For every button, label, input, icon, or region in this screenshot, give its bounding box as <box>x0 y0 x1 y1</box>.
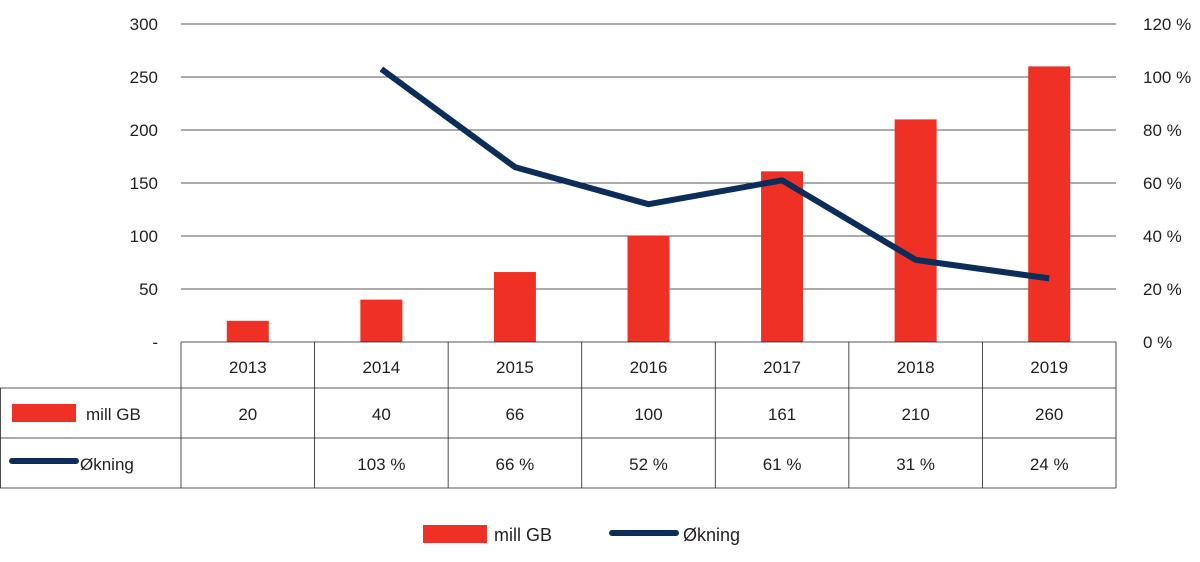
legend-label-okning: Økning <box>683 525 740 545</box>
table-cell-okning: 31 % <box>896 455 935 474</box>
table-cell-mill-gb: 161 <box>768 405 796 424</box>
right-tick-label: 80 % <box>1143 121 1182 140</box>
table-row-label: Økning <box>80 455 134 474</box>
left-tick-label: - <box>152 333 158 352</box>
table-cell-okning: 24 % <box>1030 455 1069 474</box>
table-cell-okning: 103 % <box>357 455 405 474</box>
right-tick-label: 40 % <box>1143 227 1182 246</box>
table-cell-okning: 61 % <box>763 455 802 474</box>
x-tick-label: 2016 <box>630 358 668 377</box>
left-tick-label: 150 <box>130 174 158 193</box>
table-cell-mill-gb: 260 <box>1035 405 1063 424</box>
x-tick-label: 2015 <box>496 358 534 377</box>
legend-key-mill-gb <box>423 525 487 543</box>
table-row-label: mill GB <box>86 405 141 424</box>
table-cell-mill-gb: 20 <box>238 405 257 424</box>
left-tick-label: 200 <box>130 121 158 140</box>
bar-2018 <box>894 119 937 343</box>
bar-2015 <box>493 272 536 342</box>
table-cell-okning: 66 % <box>496 455 535 474</box>
legend-label-mill-gb: mill GB <box>494 525 552 545</box>
bar-2014 <box>360 299 403 342</box>
left-tick-label: 300 <box>130 15 158 34</box>
bar-2013 <box>226 320 269 342</box>
bar-2016 <box>627 236 670 342</box>
table-cell-mill-gb: 210 <box>901 405 929 424</box>
left-axis: - 50 100 150 200 250 300 <box>130 15 158 352</box>
x-tick-label: 2014 <box>362 358 400 377</box>
bar-2017 <box>761 171 804 342</box>
right-tick-label: 20 % <box>1143 280 1182 299</box>
data-table: 2013 2014 2015 2016 2017 2018 2019 mill GB 20 40 6… <box>0 341 1117 489</box>
x-tick-label: 2013 <box>229 358 267 377</box>
gridlines <box>181 23 1116 290</box>
x-tick-label: 2017 <box>763 358 801 377</box>
table-cell-mill-gb: 100 <box>634 405 662 424</box>
left-tick-label: 250 <box>130 68 158 87</box>
right-tick-label: 120 % <box>1143 15 1191 34</box>
x-tick-label: 2019 <box>1030 358 1068 377</box>
table-cell-mill-gb: 40 <box>372 405 391 424</box>
left-tick-label: 100 <box>130 227 158 246</box>
bar-2019 <box>1028 66 1071 343</box>
right-tick-label: 60 % <box>1143 174 1182 193</box>
table-cell-mill-gb: 66 <box>505 405 524 424</box>
right-tick-label: 100 % <box>1143 68 1191 87</box>
bar-series <box>226 66 1071 343</box>
legend: mill GB Økning <box>423 525 740 545</box>
x-tick-label: 2018 <box>897 358 935 377</box>
line-series <box>379 66 1050 282</box>
left-tick-label: 50 <box>139 280 158 299</box>
right-axis: 0 % 20 % 40 % 60 % 80 % 100 % 120 % <box>1143 15 1191 352</box>
table-cell-okning: 52 % <box>629 455 668 474</box>
right-tick-label: 0 % <box>1143 333 1172 352</box>
line-okning <box>379 66 1050 282</box>
table-key-mill-gb <box>12 404 76 422</box>
